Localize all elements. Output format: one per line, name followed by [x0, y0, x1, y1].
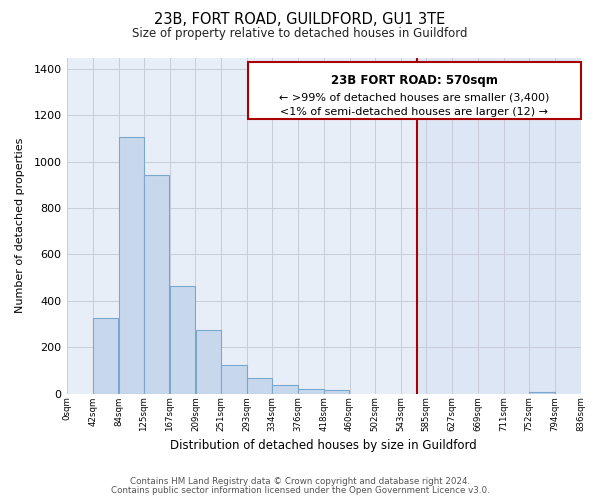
- X-axis label: Distribution of detached houses by size in Guildford: Distribution of detached houses by size …: [170, 440, 477, 452]
- Text: <1% of semi-detached houses are larger (12) →: <1% of semi-detached houses are larger (…: [280, 108, 548, 118]
- FancyBboxPatch shape: [248, 62, 581, 119]
- Text: 23B, FORT ROAD, GUILDFORD, GU1 3TE: 23B, FORT ROAD, GUILDFORD, GU1 3TE: [154, 12, 446, 28]
- Bar: [247, 378, 272, 394]
- Bar: [196, 330, 221, 394]
- Bar: [298, 389, 323, 394]
- Y-axis label: Number of detached properties: Number of detached properties: [15, 138, 25, 313]
- Bar: [119, 138, 143, 394]
- Bar: [170, 286, 195, 394]
- Bar: [417, 58, 581, 394]
- Bar: [221, 364, 247, 394]
- Bar: [144, 174, 169, 394]
- Text: Contains HM Land Registry data © Crown copyright and database right 2024.: Contains HM Land Registry data © Crown c…: [130, 477, 470, 486]
- Text: ← >99% of detached houses are smaller (3,400): ← >99% of detached houses are smaller (3…: [279, 92, 550, 102]
- Bar: [529, 392, 554, 394]
- Text: Contains public sector information licensed under the Open Government Licence v3: Contains public sector information licen…: [110, 486, 490, 495]
- Text: 23B FORT ROAD: 570sqm: 23B FORT ROAD: 570sqm: [331, 74, 498, 87]
- Text: Size of property relative to detached houses in Guildford: Size of property relative to detached ho…: [132, 28, 468, 40]
- Bar: [324, 390, 349, 394]
- Bar: [93, 318, 118, 394]
- Bar: [272, 386, 298, 394]
